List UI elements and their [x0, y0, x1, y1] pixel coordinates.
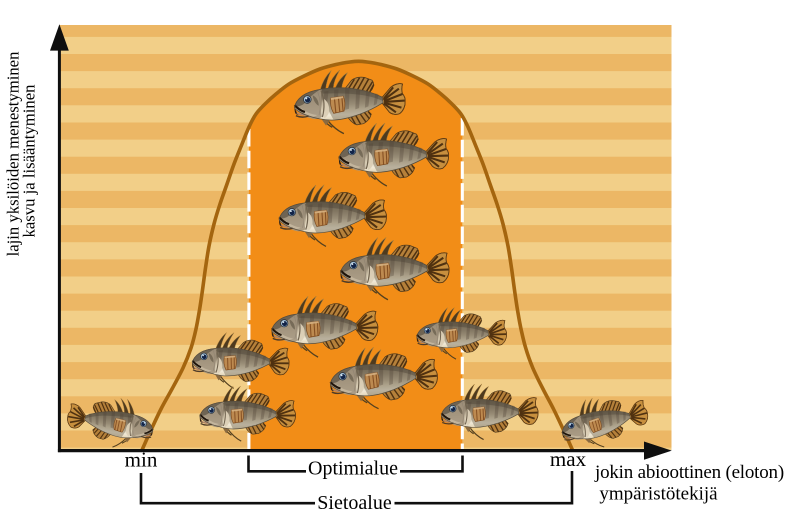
svg-text:max: max — [550, 447, 587, 471]
svg-text:kasvu ja lisääntyminen: kasvu ja lisääntyminen — [19, 84, 38, 238]
svg-text:lajin yksilöiden menestyminen: lajin yksilöiden menestyminen — [4, 51, 23, 257]
svg-text:Optimialue: Optimialue — [308, 458, 398, 480]
svg-text:jokin abioottinen (eloton): jokin abioottinen (eloton) — [594, 462, 784, 483]
svg-text:Sietoalue: Sietoalue — [317, 492, 392, 514]
svg-text:ympäristötekijä: ympäristötekijä — [599, 484, 718, 505]
svg-text:min: min — [125, 448, 158, 472]
